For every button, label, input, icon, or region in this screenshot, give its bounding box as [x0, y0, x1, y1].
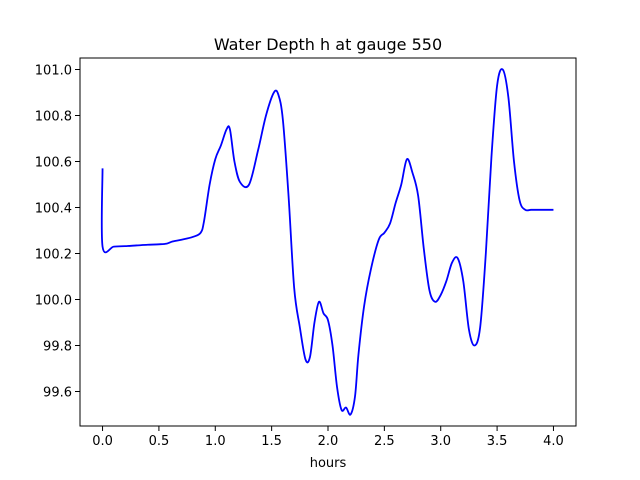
- x-tick-label: 3.5: [487, 434, 508, 449]
- y-tick-label: 99.8: [43, 340, 72, 355]
- plot-area: [100, 68, 554, 416]
- y-axis-ticks: 99.6 99.8 100.0 100.2 100.4 100.6 100.8 101.0: [35, 64, 80, 401]
- x-tick-label: 4.0: [543, 434, 564, 449]
- y-tick-label: 100.6: [35, 156, 72, 171]
- axes-frame: [79, 57, 577, 427]
- x-tick-label: 0.0: [92, 434, 113, 449]
- x-tick-label: 1.5: [261, 434, 282, 449]
- y-tick-label: 100.0: [35, 294, 72, 309]
- x-tick-label: 2.0: [318, 434, 339, 449]
- x-axis-ticks: 0.0 0.5 1.0 1.5 2.0 2.5 3.0 3.5 4.0: [92, 426, 564, 449]
- x-tick-label: 2.5: [374, 434, 395, 449]
- x-tick-label: 1.0: [205, 434, 226, 449]
- y-tick-label: 100.8: [35, 110, 72, 125]
- x-tick-label: 3.0: [430, 434, 451, 449]
- x-tick-label: 0.5: [149, 434, 170, 449]
- series-line: [100, 68, 554, 416]
- x-axis-label: hours: [310, 456, 347, 471]
- y-tick-label: 100.4: [35, 202, 72, 217]
- chart-title: Water Depth h at gauge 550: [214, 35, 442, 54]
- y-tick-label: 101.0: [35, 64, 72, 79]
- y-tick-label: 100.2: [35, 248, 72, 263]
- y-tick-label: 99.6: [43, 386, 72, 401]
